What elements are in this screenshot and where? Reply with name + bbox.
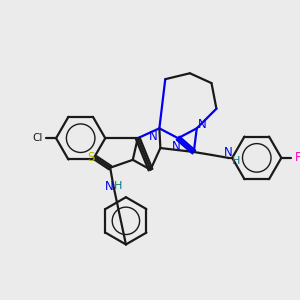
Text: S: S xyxy=(87,152,94,164)
Text: H: H xyxy=(114,182,122,191)
Text: N: N xyxy=(224,146,233,160)
Text: N: N xyxy=(105,180,114,193)
Text: F: F xyxy=(295,152,300,164)
Text: H: H xyxy=(232,156,240,166)
Text: N: N xyxy=(198,118,207,131)
Text: N: N xyxy=(149,130,158,143)
Text: Cl: Cl xyxy=(32,133,43,143)
Text: N: N xyxy=(172,140,181,153)
